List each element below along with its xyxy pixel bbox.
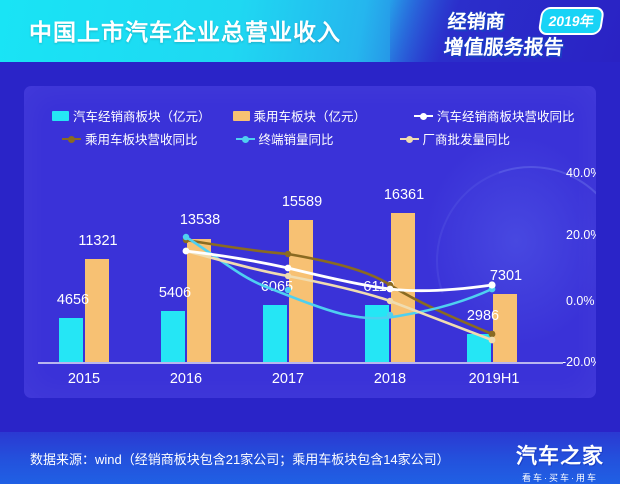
legend-label: 汽车经销商板块营收同比: [437, 110, 575, 124]
bar-value-passenger-2016: 13538: [179, 212, 221, 228]
bar-value-dealer-2016: 5406: [158, 285, 192, 301]
legend-swatch-line-icon: [399, 133, 419, 144]
data-source-note: 数据来源：wind（经销商板块包含21家公司；乘用车板块包含14家公司）: [30, 452, 450, 467]
bar-value-passenger-2019h1: 7301: [489, 268, 523, 284]
bar-value-passenger-2017: 15589: [281, 194, 323, 210]
legend-item-terminal-sales-yoy[interactable]: 终端销量同比: [235, 129, 334, 148]
legend-swatch-line-icon: [235, 133, 255, 144]
header-banner: 中国上市汽车企业总营业收入 经销商 2019年 增值服务报告: [0, 0, 620, 62]
legend-item-dealer-yoy[interactable]: 汽车经销商板块营收同比: [414, 106, 575, 125]
line-terminal-sales-yoy: [182, 233, 496, 320]
bar-value-dealer-2015: 4656: [56, 292, 90, 308]
bar-passenger-2017: [289, 220, 313, 362]
badge-line1: 经销商: [446, 12, 506, 33]
brand-name: 汽车之家: [516, 445, 604, 468]
x-axis-line: [38, 362, 563, 364]
legend-swatch-line-icon: [414, 110, 434, 121]
plot-area: 40.0% 20.0% 0.0% -20.0% 4656 11321 5406 …: [24, 86, 596, 398]
bar-passenger-2016: [187, 239, 211, 362]
page-title: 中国上市汽车企业总营业收入: [29, 19, 341, 45]
bar-value-passenger-2015: 11321: [78, 233, 118, 249]
line-wholesale-yoy: [182, 247, 496, 344]
bar-dealer-2018: [365, 305, 389, 362]
x-axis-label-2016: 2016: [169, 371, 203, 387]
brand-logo: 汽车之家 看车·买车·用车: [516, 440, 604, 484]
legend-item-wholesale-yoy[interactable]: 厂商批发量同比: [399, 129, 511, 148]
y-axis-tick-2: 0.0%: [566, 294, 595, 308]
y-axis-tick-0: 40.0%: [566, 166, 596, 180]
bar-value-dealer-2019h1: 2986: [466, 308, 500, 324]
y-axis-tick-1: 20.0%: [566, 228, 596, 242]
legend-item-passenger-yoy[interactable]: 乘用车板块营收同比: [62, 129, 198, 148]
legend-swatch-box-icon: [52, 110, 69, 121]
bar-dealer-2015: [59, 318, 83, 362]
bar-value-passenger-2018: 16361: [383, 187, 425, 203]
line-series-overlay: [182, 233, 496, 344]
x-axis-label-2019h1: 2019H1: [468, 371, 520, 387]
bar-passenger-2015: [85, 259, 109, 362]
legend-label: 汽车经销商板块（亿元）: [73, 110, 211, 124]
x-axis-label-2015: 2015: [67, 371, 101, 387]
brand-tagline: 看车·买车·用车: [522, 473, 598, 483]
y-axis-tick-3: -20.0%: [562, 355, 596, 369]
legend-swatch-box-icon: [232, 110, 250, 121]
legend-label: 厂商批发量同比: [422, 133, 511, 147]
badge-line2: 增值服务报告: [442, 37, 565, 59]
bar-passenger-2019h1: [493, 294, 517, 362]
footer-bar: 数据来源：wind（经销商板块包含21家公司；乘用车板块包含14家公司） 汽车之…: [0, 432, 620, 484]
x-axis-label-2017: 2017: [271, 371, 305, 387]
bar-dealer-2017: [263, 305, 287, 362]
chart-panel: 汽车经销商板块（亿元） 乘用车板块（亿元） 汽车经销商板块营收同比 乘用车板块营…: [24, 86, 596, 398]
legend-label: 乘用车板块营收同比: [85, 133, 198, 147]
line-passenger-yoy: [182, 236, 496, 338]
legend-label: 乘用车板块（亿元）: [253, 110, 367, 124]
legend-item-passenger-bar[interactable]: 乘用车板块（亿元）: [232, 106, 367, 125]
legend-item-dealer-bar[interactable]: 汽车经销商板块（亿元）: [52, 106, 211, 125]
legend-label: 终端销量同比: [258, 133, 334, 147]
report-badge: 经销商 2019年 增值服务报告: [427, 3, 614, 61]
bar-dealer-2016: [161, 311, 185, 362]
line-dealer-yoy: [182, 247, 496, 293]
chart-legend: 汽车经销商板块（亿元） 乘用车板块（亿元） 汽车经销商板块营收同比 乘用车板块营…: [24, 104, 596, 150]
x-axis-label-2018: 2018: [373, 371, 407, 387]
legend-swatch-line-icon: [62, 133, 81, 144]
